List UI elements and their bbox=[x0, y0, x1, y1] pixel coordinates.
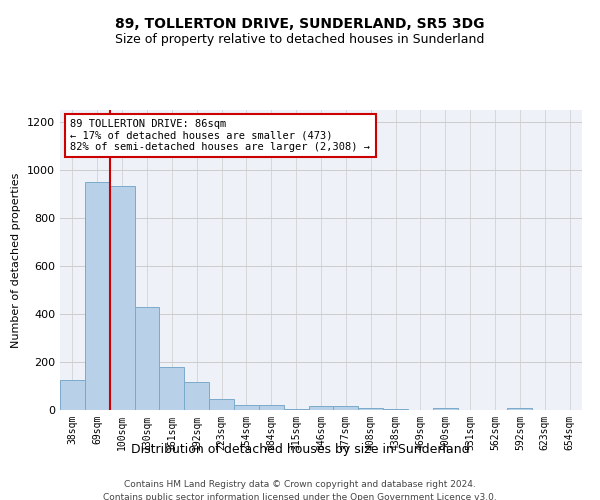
Bar bbox=[110, 186, 134, 410]
Text: Size of property relative to detached houses in Sunderland: Size of property relative to detached ho… bbox=[115, 32, 485, 46]
Bar bbox=[433, 408, 458, 410]
Bar bbox=[160, 367, 184, 410]
Bar bbox=[259, 405, 284, 410]
Bar bbox=[358, 408, 383, 410]
Bar bbox=[284, 409, 308, 410]
Text: Contains public sector information licensed under the Open Government Licence v3: Contains public sector information licen… bbox=[103, 492, 497, 500]
Bar bbox=[234, 404, 259, 410]
Y-axis label: Number of detached properties: Number of detached properties bbox=[11, 172, 22, 348]
Bar bbox=[184, 382, 209, 410]
Bar bbox=[508, 408, 532, 410]
Text: 89 TOLLERTON DRIVE: 86sqm
← 17% of detached houses are smaller (473)
82% of semi: 89 TOLLERTON DRIVE: 86sqm ← 17% of detac… bbox=[70, 119, 370, 152]
Text: Contains HM Land Registry data © Crown copyright and database right 2024.: Contains HM Land Registry data © Crown c… bbox=[124, 480, 476, 489]
Bar bbox=[85, 182, 110, 410]
Bar bbox=[334, 406, 358, 410]
Bar bbox=[308, 406, 334, 410]
Bar bbox=[60, 380, 85, 410]
Text: 89, TOLLERTON DRIVE, SUNDERLAND, SR5 3DG: 89, TOLLERTON DRIVE, SUNDERLAND, SR5 3DG bbox=[115, 18, 485, 32]
Bar bbox=[134, 307, 160, 410]
Text: Distribution of detached houses by size in Sunderland: Distribution of detached houses by size … bbox=[131, 442, 469, 456]
Bar bbox=[209, 399, 234, 410]
